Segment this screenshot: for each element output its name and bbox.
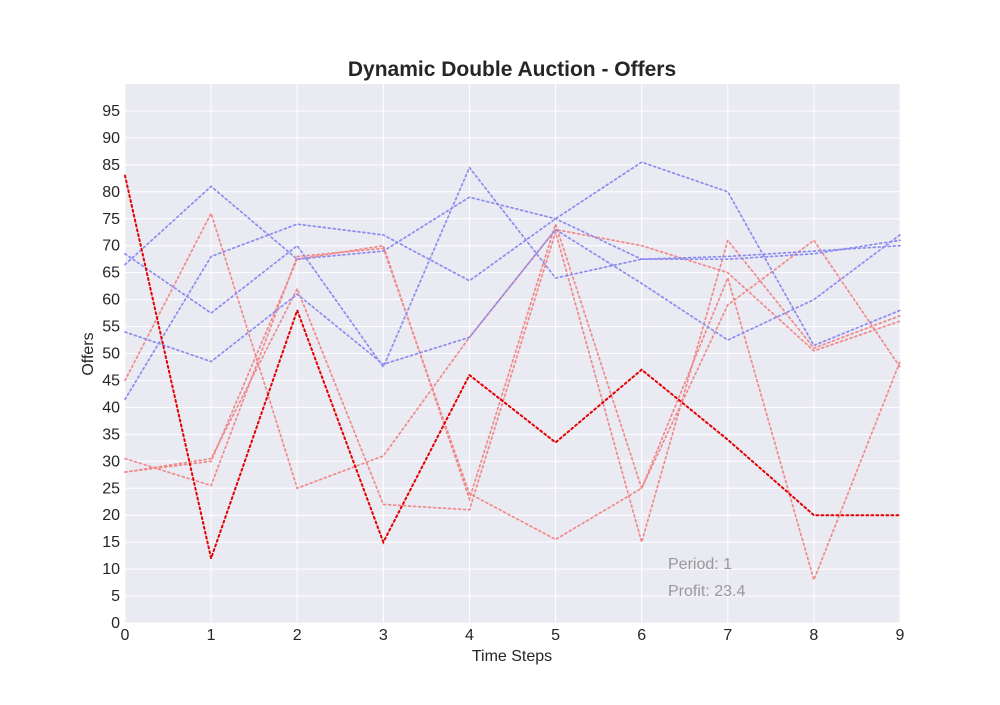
buyer-series-line-6 xyxy=(124,165,901,369)
y-tick-label: 95 xyxy=(102,103,120,120)
seller-series-line-1 xyxy=(124,211,901,490)
y-tick-label: 40 xyxy=(102,399,120,416)
x-axis-label: Time Steps xyxy=(472,648,552,665)
y-tick-label: 35 xyxy=(102,426,120,443)
buyer-series-line-8 xyxy=(124,185,901,266)
y-tick-label: 80 xyxy=(102,184,120,201)
y-tick-label: 0 xyxy=(111,615,120,632)
x-tick-label: 9 xyxy=(896,627,905,644)
y-tick-label: 15 xyxy=(102,534,120,551)
seller-series-line-4 xyxy=(124,221,901,583)
buyer-series-line-7 xyxy=(124,228,901,366)
y-tick-label: 75 xyxy=(102,211,120,228)
x-tick-label: 6 xyxy=(637,627,646,644)
y-tick-label: 25 xyxy=(102,480,120,497)
y-tick-label: 65 xyxy=(102,265,120,282)
period-annotation: Period: 1 xyxy=(668,556,732,573)
seller-series-line-3 xyxy=(124,239,901,541)
x-tick-label: 2 xyxy=(293,627,302,644)
y-tick-label: 45 xyxy=(102,372,120,389)
y-tick-label: 20 xyxy=(102,507,120,524)
series-lines xyxy=(124,161,901,583)
seller-series-line-2 xyxy=(124,229,901,546)
profit-annotation: Profit: 23.4 xyxy=(668,583,745,600)
buyer-series-line-5 xyxy=(124,161,901,401)
x-tick-label: 1 xyxy=(207,627,216,644)
y-tick-label: 60 xyxy=(102,292,120,309)
highlighted-seller-series-line-0 xyxy=(124,174,901,562)
y-tick-label: 30 xyxy=(102,453,120,470)
y-tick-label: 70 xyxy=(102,238,120,255)
chart-title: Dynamic Double Auction - Offers xyxy=(348,58,676,81)
y-tick-label: 85 xyxy=(102,157,120,174)
y-tick-label: 50 xyxy=(102,346,120,363)
y-tick-label: 90 xyxy=(102,130,120,147)
x-tick-label: 8 xyxy=(809,627,818,644)
x-tick-label: 3 xyxy=(379,627,388,644)
x-tick-label: 5 xyxy=(551,627,560,644)
x-tick-label: 4 xyxy=(465,627,474,644)
y-tick-label: 5 xyxy=(111,588,120,605)
x-tick-label: 7 xyxy=(723,627,732,644)
y-tick-label: 55 xyxy=(102,319,120,336)
x-tick-label: 0 xyxy=(121,627,130,644)
y-tick-label: 10 xyxy=(102,561,120,578)
grid-lines xyxy=(124,84,901,624)
y-axis-label: Offers xyxy=(80,332,97,375)
